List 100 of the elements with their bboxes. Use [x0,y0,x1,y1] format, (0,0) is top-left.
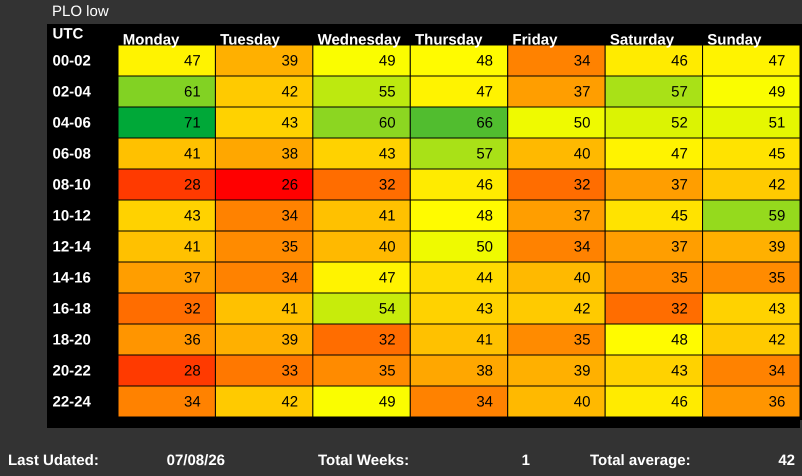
data-label: 40 [574,394,590,410]
y-axis-title: UTC [52,26,84,42]
data-label: 42 [768,176,786,194]
data-label: 32 [671,300,688,318]
data-label: 48 [476,52,493,70]
data-label: 34 [574,238,590,256]
data-label: 38 [281,146,298,162]
data-label: 57 [671,84,688,100]
x-tick-label: Tuesday [220,32,281,48]
y-tick-label: 14-16 [52,270,91,286]
data-label: 47 [768,52,786,70]
y-tick-label: 08-10 [52,176,91,194]
data-label: 35 [574,332,590,348]
data-label: 43 [476,300,493,318]
chart-title: PLO low [52,3,109,20]
data-label: 35 [768,270,786,286]
data-label: 43 [671,362,688,380]
data-label: 42 [768,332,786,348]
data-label: 50 [476,238,493,256]
x-tick-label: Thursday [415,32,484,48]
data-label: 32 [574,176,590,194]
data-label: 49 [378,394,396,410]
y-tick-label: 22-24 [52,394,92,410]
data-label: 39 [281,332,298,348]
data-label: 34 [768,362,786,380]
data-label: 45 [671,208,688,224]
data-label: 41 [281,300,298,318]
data-label: 43 [281,114,298,132]
x-tick-label: Friday [512,32,558,48]
data-label: 47 [184,52,201,70]
data-label: 35 [378,362,396,380]
y-tick-label: 00-02 [52,52,91,70]
x-tick-label: Saturday [610,32,675,48]
y-tick-label: 18-20 [52,332,91,348]
text: 42 [778,452,795,469]
data-label: 37 [671,176,688,194]
text: 07/08/26 [166,452,225,469]
data-label: 55 [378,84,396,100]
y-tick-label: 02-04 [52,84,92,100]
data-label: 33 [281,362,298,380]
data-label: 37 [671,238,688,256]
text: Last Udated: [8,452,99,469]
data-label: 61 [184,84,201,100]
data-label: 36 [184,332,201,348]
data-label: 59 [768,208,786,224]
y-tick-label: 12-14 [52,238,92,256]
text: Total average: [590,452,691,469]
data-label: 36 [768,394,786,410]
data-label: 35 [281,238,298,256]
data-label: 28 [184,176,201,194]
y-tick-label: 06-08 [52,146,91,162]
data-label: 40 [378,238,396,256]
data-label: 49 [378,52,396,70]
data-label: 32 [378,332,396,348]
data-label: 41 [378,208,396,224]
data-label: 40 [574,146,590,162]
data-label: 47 [378,270,396,286]
data-label: 49 [768,84,786,100]
data-label: 37 [184,270,201,286]
data-label: 46 [476,176,493,194]
data-label: 46 [671,394,688,410]
y-tick-label: 20-22 [52,362,91,380]
data-label: 39 [281,52,298,70]
data-label: 42 [281,84,298,100]
data-label: 50 [574,114,590,132]
data-label: 45 [768,146,786,162]
x-tick-label: Wednesday [318,32,402,48]
data-label: 46 [671,52,688,70]
data-label: 44 [476,270,493,286]
data-label: 43 [184,208,201,224]
data-label: 42 [281,394,298,410]
data-label: 40 [574,270,590,286]
data-label: 34 [281,270,298,286]
data-label: 57 [476,146,493,162]
data-label: 39 [574,362,590,380]
data-label: 47 [671,146,688,162]
data-label: 43 [768,300,786,318]
data-label: 28 [184,362,201,380]
data-label: 26 [281,176,298,194]
data-label: 41 [476,332,493,348]
data-label: 71 [184,114,201,132]
data-label: 43 [378,146,396,162]
data-label: 47 [476,84,493,100]
text: 1 [522,452,530,469]
data-label: 35 [671,270,688,286]
y-tick-label: 10-12 [52,208,91,224]
data-label: 39 [768,238,786,256]
data-label: 41 [184,238,201,256]
data-label: 34 [281,208,298,224]
data-label: 42 [574,300,590,318]
data-label: 52 [671,114,688,132]
data-label: 32 [184,300,201,318]
x-tick-label: Monday [122,32,180,48]
data-label: 48 [671,332,688,348]
data-label: 60 [378,114,396,132]
data-label: 34 [476,394,493,410]
data-label: 54 [378,300,396,318]
text: Total Weeks: [318,452,410,469]
data-label: 51 [768,114,786,132]
data-label: 37 [574,208,590,224]
